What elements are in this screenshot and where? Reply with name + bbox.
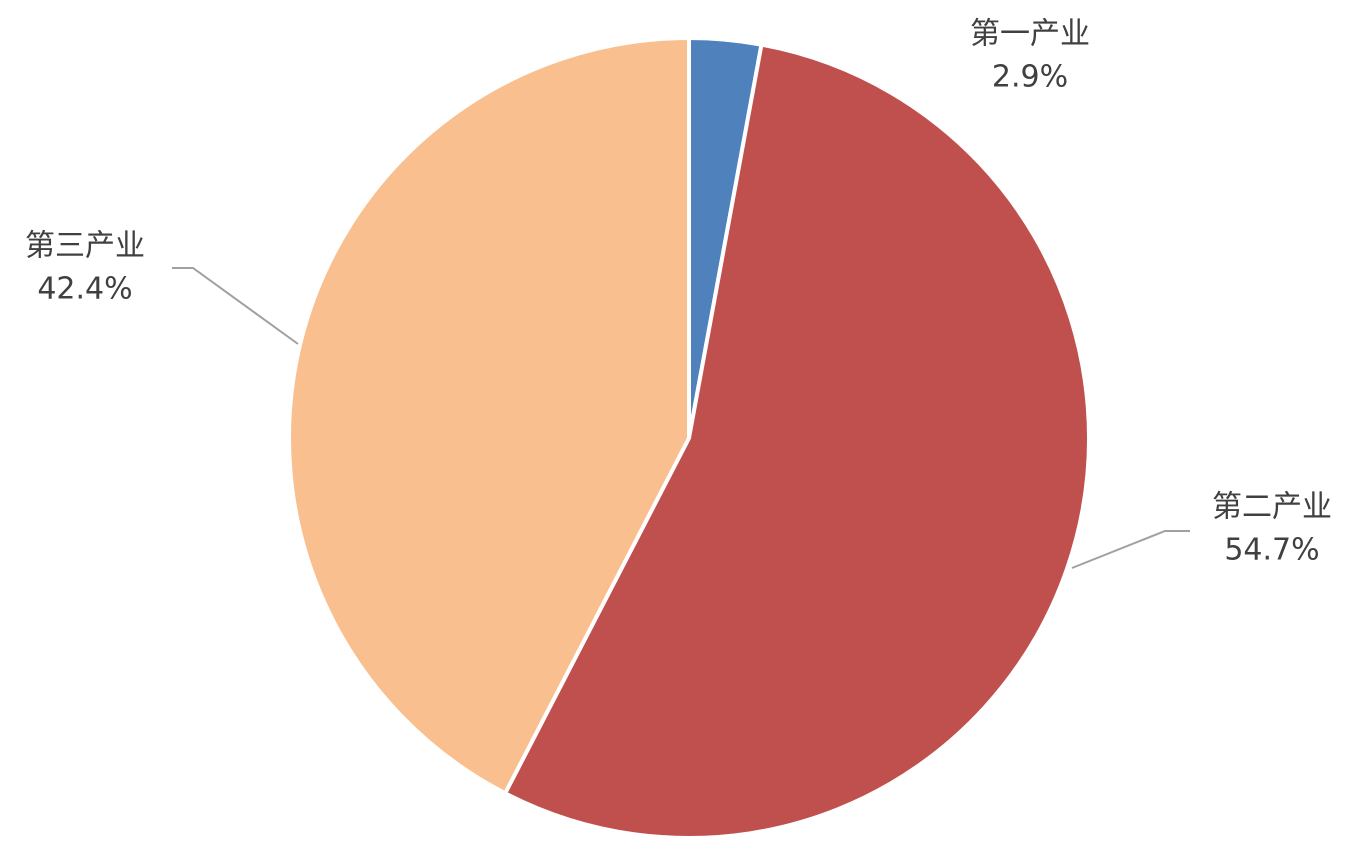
slice-label: 第二产业 bbox=[1212, 490, 1332, 525]
pie-slice bbox=[287, 36, 691, 796]
value-label: 54.7% bbox=[1224, 533, 1319, 568]
value-label: 42.4% bbox=[37, 272, 132, 307]
leader-line bbox=[172, 267, 299, 345]
slice-label: 第一产业 bbox=[970, 17, 1090, 52]
pie-slice bbox=[503, 42, 1091, 840]
value-label: 2.9% bbox=[992, 60, 1068, 95]
leader-line bbox=[1071, 530, 1190, 569]
slice-label: 第三产业 bbox=[25, 229, 145, 264]
